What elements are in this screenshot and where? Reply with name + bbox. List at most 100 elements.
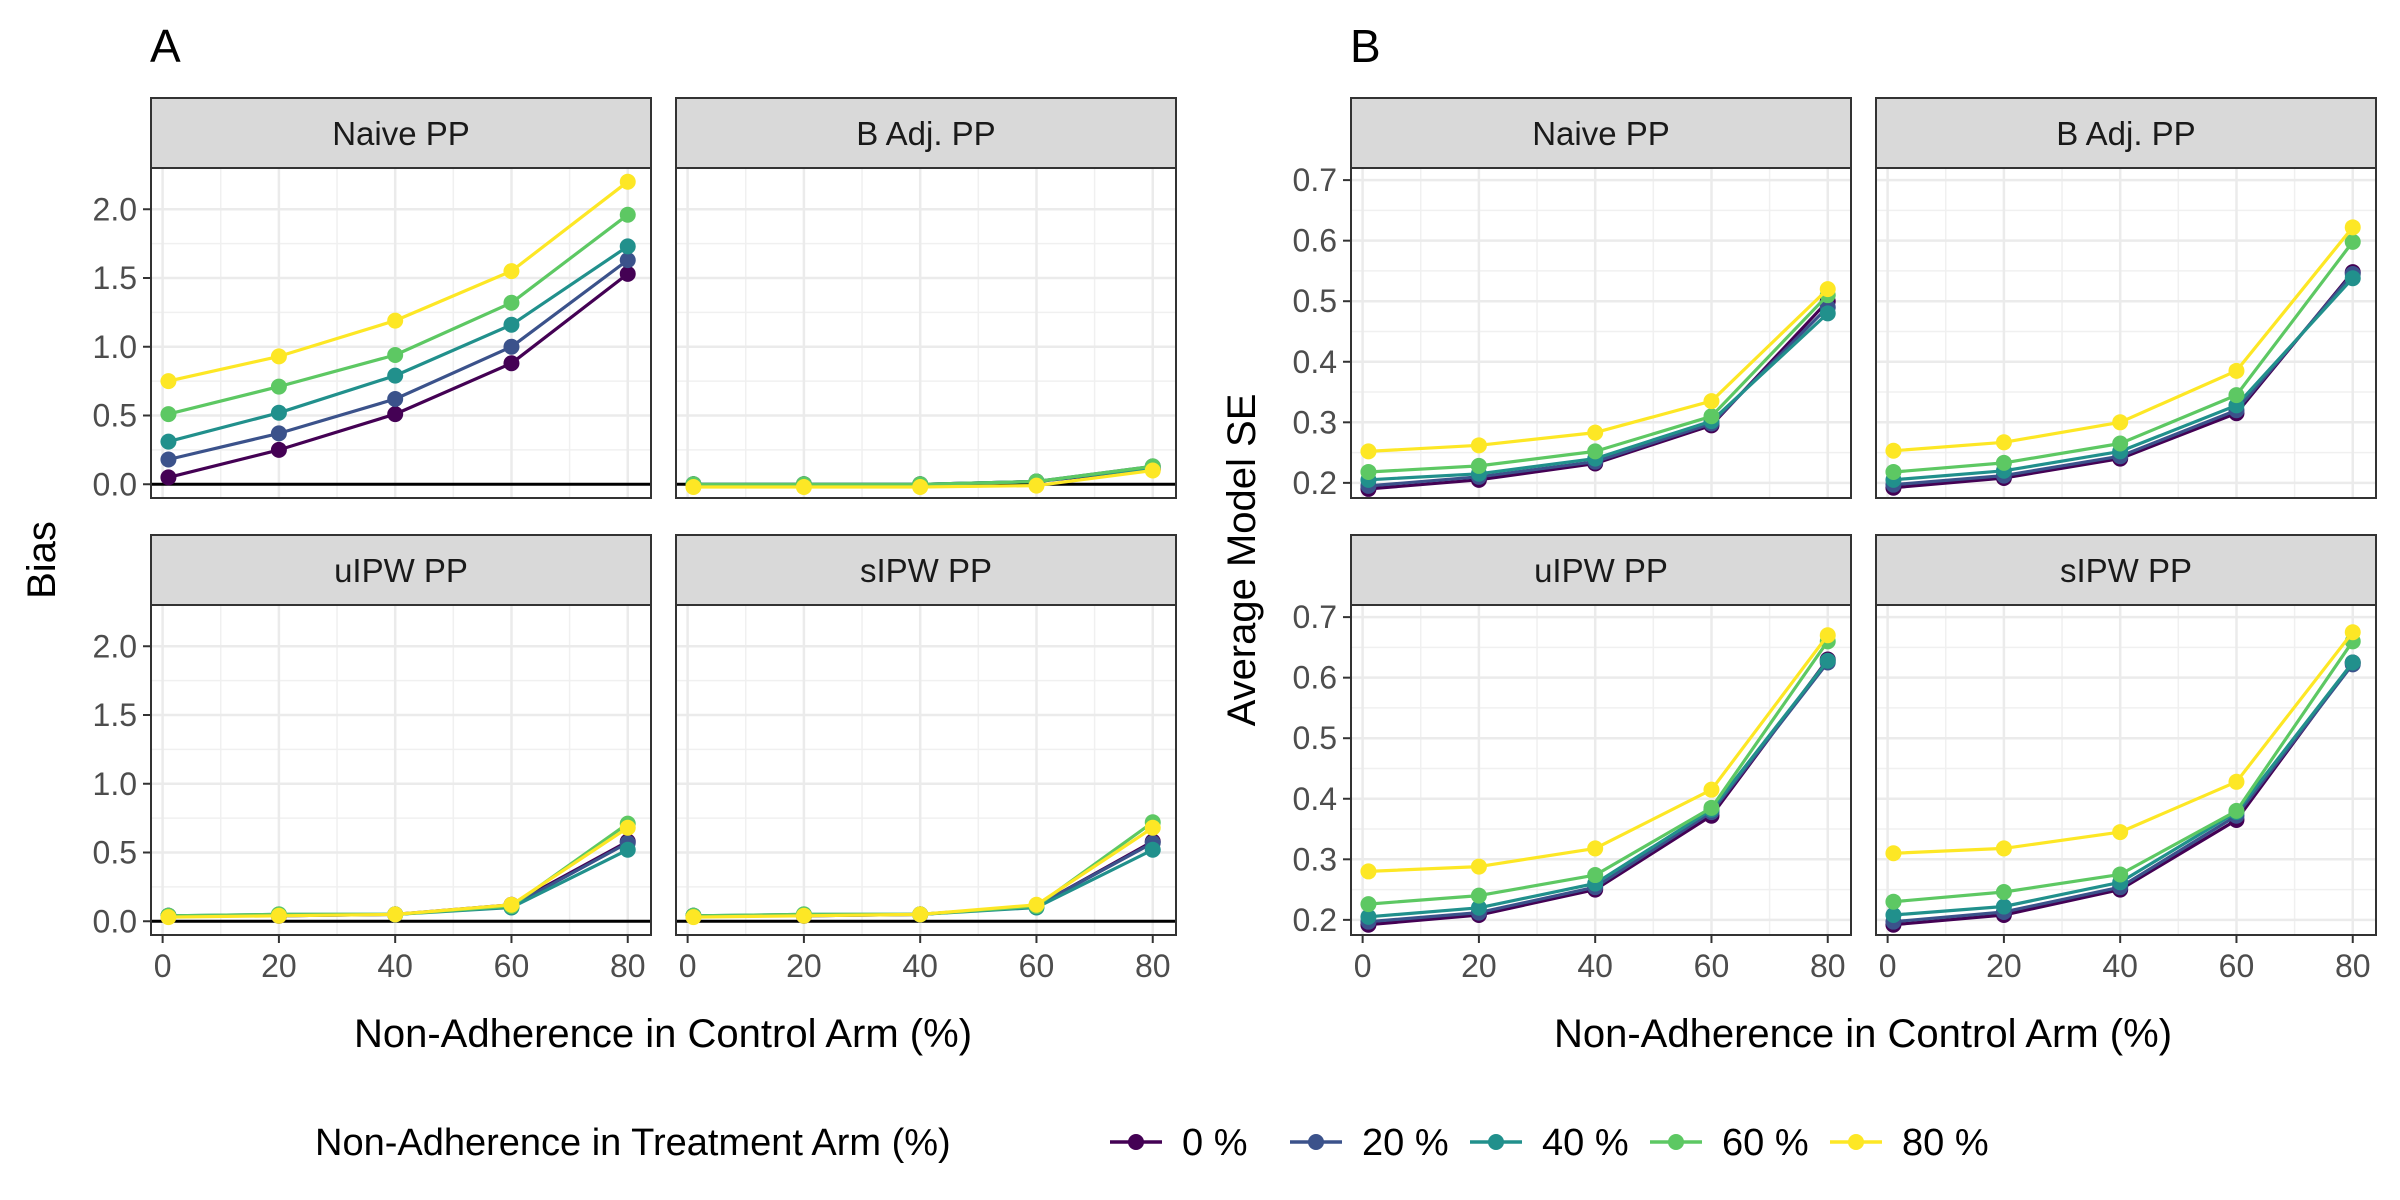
- data-point: [270, 348, 287, 365]
- data-point: [2228, 362, 2245, 379]
- panel-a-bias: Naive PP 0.0 0.5 1.0 1.5 2.0 B Adj. PP uIPW PP 0…: [93, 97, 1177, 984]
- data-point: [1885, 893, 1902, 910]
- data-point: [160, 451, 177, 468]
- panel-b-facet-b-adj-pp: B Adj. PP: [1875, 97, 2377, 499]
- panel-b-x-axis-title: Non-Adherence in Control Arm (%): [1554, 1012, 2172, 1056]
- series-60-pct: [160, 206, 636, 423]
- data-point: [2344, 654, 2361, 671]
- y-tick-label: 0.0: [93, 466, 137, 502]
- data-point: [619, 238, 636, 255]
- legend-key-label: 0 %: [1182, 1122, 1247, 1164]
- legend-key-point: [1128, 1134, 1144, 1150]
- data-point: [160, 406, 177, 423]
- series-80-pct: [1360, 281, 1836, 460]
- facet-strip-title: B Adj. PP: [2056, 115, 2195, 152]
- data-point: [1360, 908, 1377, 925]
- data-point: [1470, 887, 1487, 904]
- data-point: [1703, 781, 1720, 798]
- panel-b-facet-uipw-pp: uIPW PP 0.2 0.3 0.4 0.5 0.6 0.7 0 20 40 60 80: [1293, 534, 1852, 984]
- y-tick-label: 0.2: [1293, 465, 1337, 501]
- data-point: [619, 252, 636, 269]
- data-point: [1587, 424, 1604, 441]
- legend-key-80-pct: 80 %: [1830, 1122, 1989, 1164]
- series-20-pct: [160, 252, 636, 468]
- facet-strip-title: sIPW PP: [2060, 552, 2192, 589]
- data-point: [685, 479, 702, 495]
- panel-border: [1350, 167, 1852, 499]
- series-60-pct: [1885, 633, 2361, 910]
- data-point: [503, 355, 520, 372]
- data-point: [1028, 477, 1045, 494]
- x-tick-label: 60: [1019, 948, 1055, 984]
- data-point: [1360, 463, 1377, 480]
- x-tick-label: 80: [610, 948, 646, 984]
- facet-strip: [150, 97, 652, 169]
- data-point: [685, 909, 702, 926]
- data-point: [2228, 773, 2245, 790]
- plot-background: [676, 605, 1176, 935]
- y-tick-label: 0.3: [1293, 841, 1337, 877]
- y-tick-label: 0.3: [1293, 404, 1337, 440]
- data-point: [387, 367, 404, 384]
- data-point: [2344, 624, 2361, 641]
- panel-b-facet-naive-pp: Naive PP 0.2 0.3 0.4 0.5 0.6 0.7: [1293, 97, 1852, 501]
- data-point: [2344, 219, 2361, 236]
- data-point: [1819, 652, 1836, 669]
- y-tick-label: 0.2: [1293, 902, 1337, 938]
- data-point: [387, 347, 404, 363]
- data-point: [1703, 799, 1720, 816]
- data-point: [503, 316, 520, 333]
- data-point: [1587, 867, 1604, 884]
- facet-strip-title: B Adj. PP: [856, 115, 995, 152]
- series-60-pct: [1360, 287, 1836, 480]
- data-point: [912, 906, 929, 923]
- facet-strip-title: Naive PP: [332, 115, 470, 152]
- facet-strip-title: uIPW PP: [1534, 552, 1668, 589]
- data-point: [1703, 408, 1720, 425]
- x-tick-label: 40: [377, 948, 413, 984]
- data-point: [2112, 414, 2129, 431]
- y-tick-label: 0.5: [93, 835, 137, 871]
- data-point: [503, 896, 520, 913]
- legend-key-label: 80 %: [1902, 1122, 1989, 1164]
- y-tick-label: 0.7: [1293, 599, 1337, 635]
- data-point: [619, 206, 636, 223]
- data-point: [619, 841, 636, 858]
- series-60-pct: [1360, 633, 1836, 913]
- data-point: [270, 907, 287, 924]
- y-tick-label: 0.4: [1293, 781, 1337, 817]
- data-point: [1819, 627, 1836, 644]
- panel-border: [1350, 604, 1852, 936]
- data-point: [1587, 840, 1604, 857]
- panel-a-facet-naive-pp: Naive PP 0.0 0.5 1.0 1.5 2.0: [93, 97, 652, 502]
- y-tick-label: 2.0: [93, 628, 137, 664]
- y-tick-label: 1.5: [93, 697, 137, 733]
- panel-border: [675, 604, 1177, 936]
- x-tick-label: 0: [154, 948, 172, 984]
- data-point: [619, 265, 636, 282]
- series-40-pct: [160, 238, 636, 450]
- panel-b-average-model-se: Naive PP 0.2 0.3 0.4 0.5 0.6 0.7 B Adj. PP uIPW …: [1293, 97, 2377, 984]
- data-point: [1470, 457, 1487, 474]
- series-80-pct: [1885, 624, 2361, 862]
- data-point: [1819, 281, 1836, 298]
- data-point: [1885, 907, 1902, 924]
- series-80-pct: [1360, 627, 1836, 880]
- x-tick-label: 20: [261, 948, 297, 984]
- panel-b-letter: B: [1350, 20, 1381, 72]
- x-tick-label: 20: [786, 948, 822, 984]
- data-point: [160, 433, 177, 450]
- data-point: [1360, 863, 1377, 880]
- x-tick-label: 60: [2219, 948, 2255, 984]
- legend-key-60-pct: 60 %: [1650, 1122, 1809, 1164]
- facet-strip: [1350, 534, 1852, 606]
- facet-strip-title: sIPW PP: [860, 552, 992, 589]
- x-tick-label: 60: [494, 948, 530, 984]
- data-point: [387, 312, 404, 329]
- y-tick-label: 2.0: [93, 191, 137, 227]
- legend-key-label: 40 %: [1542, 1122, 1629, 1164]
- series-80-pct: [160, 819, 636, 926]
- data-point: [1470, 899, 1487, 916]
- facet-strip: [675, 534, 1177, 606]
- plot-background: [676, 168, 1176, 498]
